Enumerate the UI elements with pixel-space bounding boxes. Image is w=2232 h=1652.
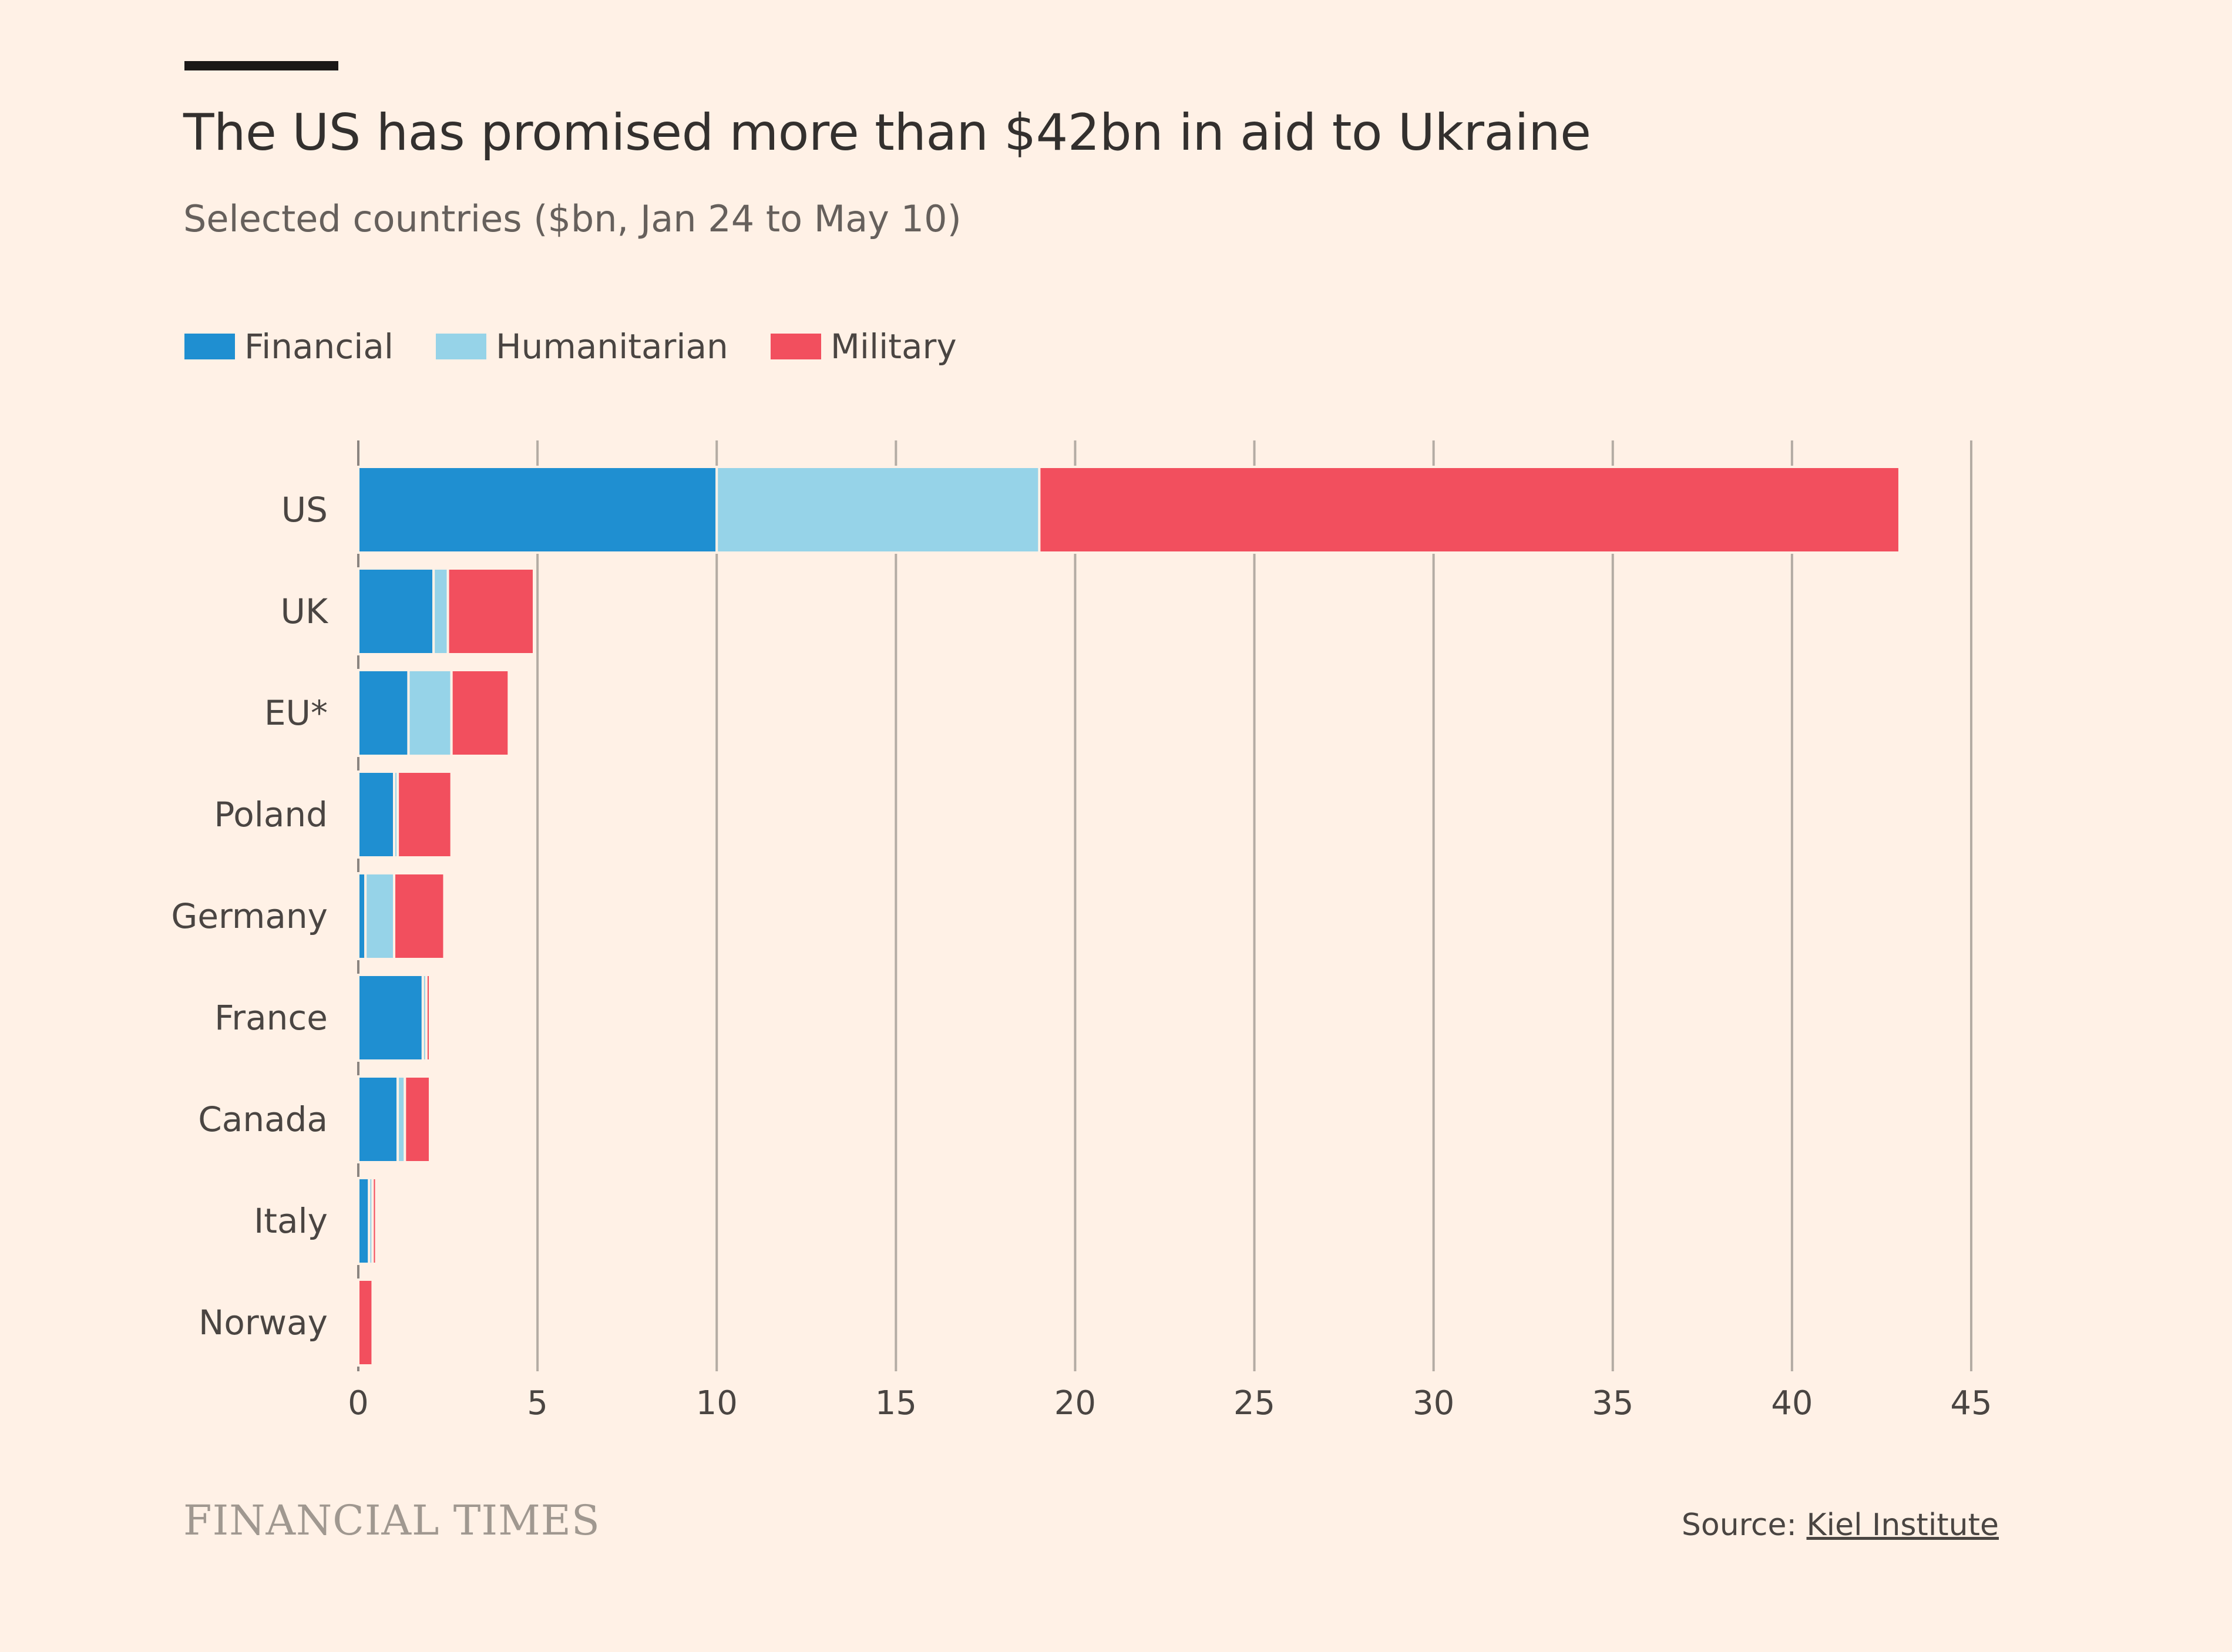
legend-swatch-military: [770, 334, 821, 359]
x-tick-label-15: 15: [875, 1384, 917, 1422]
bar-canada-military: [404, 1075, 432, 1163]
x-tick-label-20: 20: [1054, 1384, 1096, 1422]
source-note: Source: Kiel Institute: [1682, 1505, 1999, 1546]
bar-poland-financial: [357, 771, 396, 859]
label-layer: 0 5 10 15 20 25 30 35 40 45 US UK EU* Poland Germany Fr…: [171, 490, 1992, 1422]
chart-legend: Financial Humanitarian Military: [184, 326, 999, 367]
bar-uk-humanitarian: [432, 567, 449, 655]
bar-eu-military: [450, 669, 510, 757]
legend-item-financial: Financial: [184, 326, 394, 367]
bar-eu-financial: [357, 669, 410, 757]
bar-france-financial: [357, 974, 424, 1062]
legend-item-military: Military: [770, 326, 957, 367]
bar-poland-military: [396, 771, 453, 859]
bar-us-military: [1038, 466, 1901, 554]
category-label-norway: Norway: [199, 1303, 328, 1343]
x-tick-label-10: 10: [696, 1384, 738, 1422]
legend-label-military: Military: [830, 327, 957, 366]
x-tick-label-45: 45: [1950, 1384, 1992, 1422]
bar-norway-military: [357, 1278, 374, 1367]
bar-uk-military: [446, 567, 536, 655]
bar-layer: [357, 466, 1901, 1367]
x-tick-label-40: 40: [1771, 1384, 1813, 1422]
title-rule: [184, 61, 338, 70]
bar-canada-financial: [357, 1075, 399, 1163]
bar-germany-military: [393, 872, 446, 960]
legend-label-financial: Financial: [244, 327, 394, 366]
source-label: Source:: [1681, 1508, 1797, 1543]
x-tick-label-5: 5: [527, 1384, 548, 1422]
bar-us-financial: [357, 466, 718, 554]
category-label-poland: Poland: [214, 795, 328, 835]
category-label-germany: Germany: [171, 896, 328, 936]
category-label-eu: EU*: [264, 693, 328, 733]
x-tick-label-0: 0: [348, 1384, 369, 1422]
bar-italy-financial: [357, 1177, 371, 1265]
source-link[interactable]: Kiel Institute: [1806, 1508, 1999, 1543]
category-label-us: US: [281, 490, 328, 530]
grid-layer: [357, 440, 1972, 1371]
x-tick-label-30: 30: [1413, 1384, 1454, 1422]
legend-item-humanitarian: Humanitarian: [435, 326, 728, 367]
category-label-canada: Canada: [198, 1099, 328, 1139]
category-label-france: France: [214, 998, 328, 1038]
bar-france-military: [425, 974, 432, 1062]
bar-germany-humanitarian: [364, 872, 396, 960]
category-label-uk: UK: [281, 591, 329, 631]
x-tick-label-25: 25: [1233, 1384, 1275, 1422]
legend-label-humanitarian: Humanitarian: [495, 327, 728, 366]
chart-subtitle: Selected countries ($bn, Jan 24 to May 1…: [183, 197, 962, 240]
bar-uk-financial: [357, 567, 435, 655]
bar-us-humanitarian: [715, 466, 1041, 554]
chart-title: The US has promised more than $42bn in a…: [183, 103, 1591, 162]
bar-eu-humanitarian: [407, 669, 453, 757]
ft-brand-logo: FINANCIAL TIMES: [183, 1496, 600, 1545]
category-label-italy: Italy: [254, 1201, 328, 1241]
legend-swatch-humanitarian: [435, 334, 486, 359]
legend-swatch-financial: [184, 334, 235, 359]
bar-italy-military: [371, 1177, 378, 1265]
x-tick-label-35: 35: [1592, 1384, 1633, 1422]
